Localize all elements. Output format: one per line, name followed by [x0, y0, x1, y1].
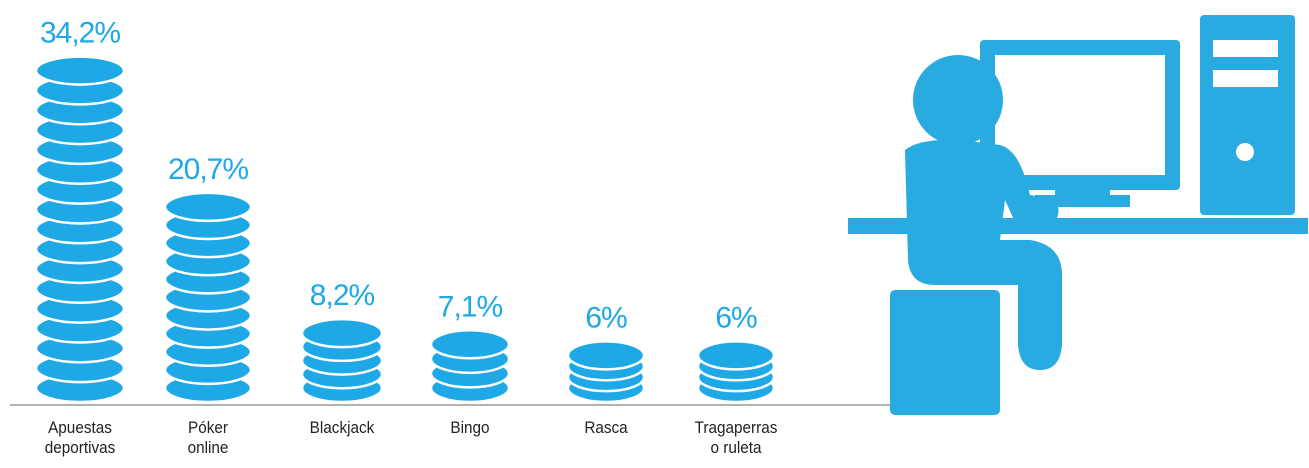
coin-stack [36, 57, 124, 402]
category-label: Póker online [172, 418, 244, 458]
chart: 34,2% 20,7% 8,2% 7,1% 6% 6% [0, 0, 1309, 468]
coin-stack [698, 341, 774, 402]
value-label: 7,1% [438, 290, 503, 323]
value-label: 20,7% [168, 153, 248, 186]
coin-top [698, 341, 774, 369]
coin-stack [568, 341, 644, 402]
category-label: Bingo [434, 418, 506, 438]
category-label: Apuestas deportivas [44, 418, 116, 458]
value-label: 6% [585, 301, 627, 334]
category-label: Tragaperras o ruleta [691, 418, 781, 458]
category-label: Blackjack [306, 418, 378, 438]
value-label: 34,2% [40, 17, 120, 50]
value-label: 6% [715, 301, 757, 334]
coin-top [431, 330, 509, 358]
category-label: Rasca [570, 418, 642, 438]
coin-top [568, 341, 644, 369]
person-at-computer-icon [848, 15, 1308, 415]
value-label: 8,2% [310, 279, 375, 312]
coin-top [36, 57, 124, 85]
coin-top [165, 193, 251, 221]
coin-stack [302, 319, 382, 402]
coin-top [302, 319, 382, 347]
page: 34,2%20,7%8,2%7,1%6%6% (() => { const da… [0, 0, 1309, 468]
coin-stack [431, 330, 509, 402]
coin-stack [165, 193, 251, 402]
